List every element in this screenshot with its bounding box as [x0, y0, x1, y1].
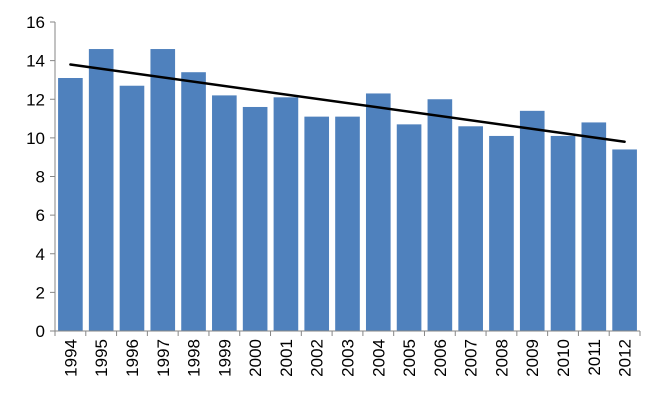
x-tick-label: 2012 — [616, 339, 635, 377]
x-tick-label: 2005 — [400, 339, 419, 377]
x-tick-label: 1998 — [185, 339, 204, 377]
y-tick-label: 2 — [36, 283, 45, 302]
x-tick-label: 2011 — [585, 339, 604, 376]
x-tick-label: 1996 — [123, 339, 142, 377]
bar-2010 — [550, 135, 576, 331]
bar-2011 — [581, 122, 607, 331]
y-tick-label: 6 — [36, 206, 45, 225]
x-tick-label: 1995 — [92, 339, 111, 377]
y-tick-label: 10 — [26, 129, 45, 148]
x-tick-label: 2006 — [431, 339, 450, 377]
trendline — [69, 63, 626, 143]
x-tick-label: 2009 — [523, 339, 542, 377]
bar-2002 — [304, 116, 330, 331]
y-axis: 0 2 4 6 8 10 12 14 16 — [26, 13, 56, 341]
y-tick-label: 0 — [36, 322, 45, 341]
y-tick-label: 12 — [26, 90, 45, 109]
bar-2000 — [242, 106, 268, 331]
x-tick-label: 1994 — [61, 339, 80, 377]
x-tick-label: 2010 — [554, 339, 573, 377]
bar-2004 — [365, 93, 391, 331]
bar-2012 — [612, 149, 637, 331]
x-tick-label: 2001 — [277, 339, 296, 377]
bar-2003 — [335, 116, 360, 331]
bar-1994 — [58, 78, 83, 331]
x-axis: 1994 1995 1996 1997 1998 1999 2000 2001 2002 2003… — [54, 330, 641, 377]
x-tick-label: 2008 — [492, 339, 511, 377]
y-tick-label: 4 — [36, 245, 45, 264]
x-tick-label: 2002 — [308, 339, 327, 377]
bars — [58, 49, 637, 332]
y-tick-label: 8 — [36, 168, 45, 187]
x-tick-label: 1999 — [215, 339, 234, 377]
bar-2007 — [458, 126, 483, 331]
bar-1998 — [181, 72, 206, 332]
x-tick-label: 2003 — [339, 339, 358, 377]
bar-2005 — [396, 124, 422, 331]
x-tick-label: 2004 — [369, 339, 388, 377]
y-tick-label: 14 — [26, 52, 45, 71]
bar-2001 — [273, 97, 299, 331]
bar-1997 — [150, 49, 176, 331]
bar-1999 — [212, 95, 237, 331]
bar-2009 — [519, 110, 545, 332]
bar-2008 — [489, 135, 514, 331]
bar-1995 — [88, 49, 114, 331]
bar-1996 — [119, 85, 145, 331]
bar-2006 — [427, 99, 453, 331]
x-tick-label: 2000 — [246, 339, 265, 377]
x-tick-label: 2007 — [462, 339, 481, 377]
y-tick-label: 16 — [26, 13, 45, 32]
trendline-line — [69, 63, 626, 143]
x-tick-label: 1997 — [154, 339, 173, 377]
